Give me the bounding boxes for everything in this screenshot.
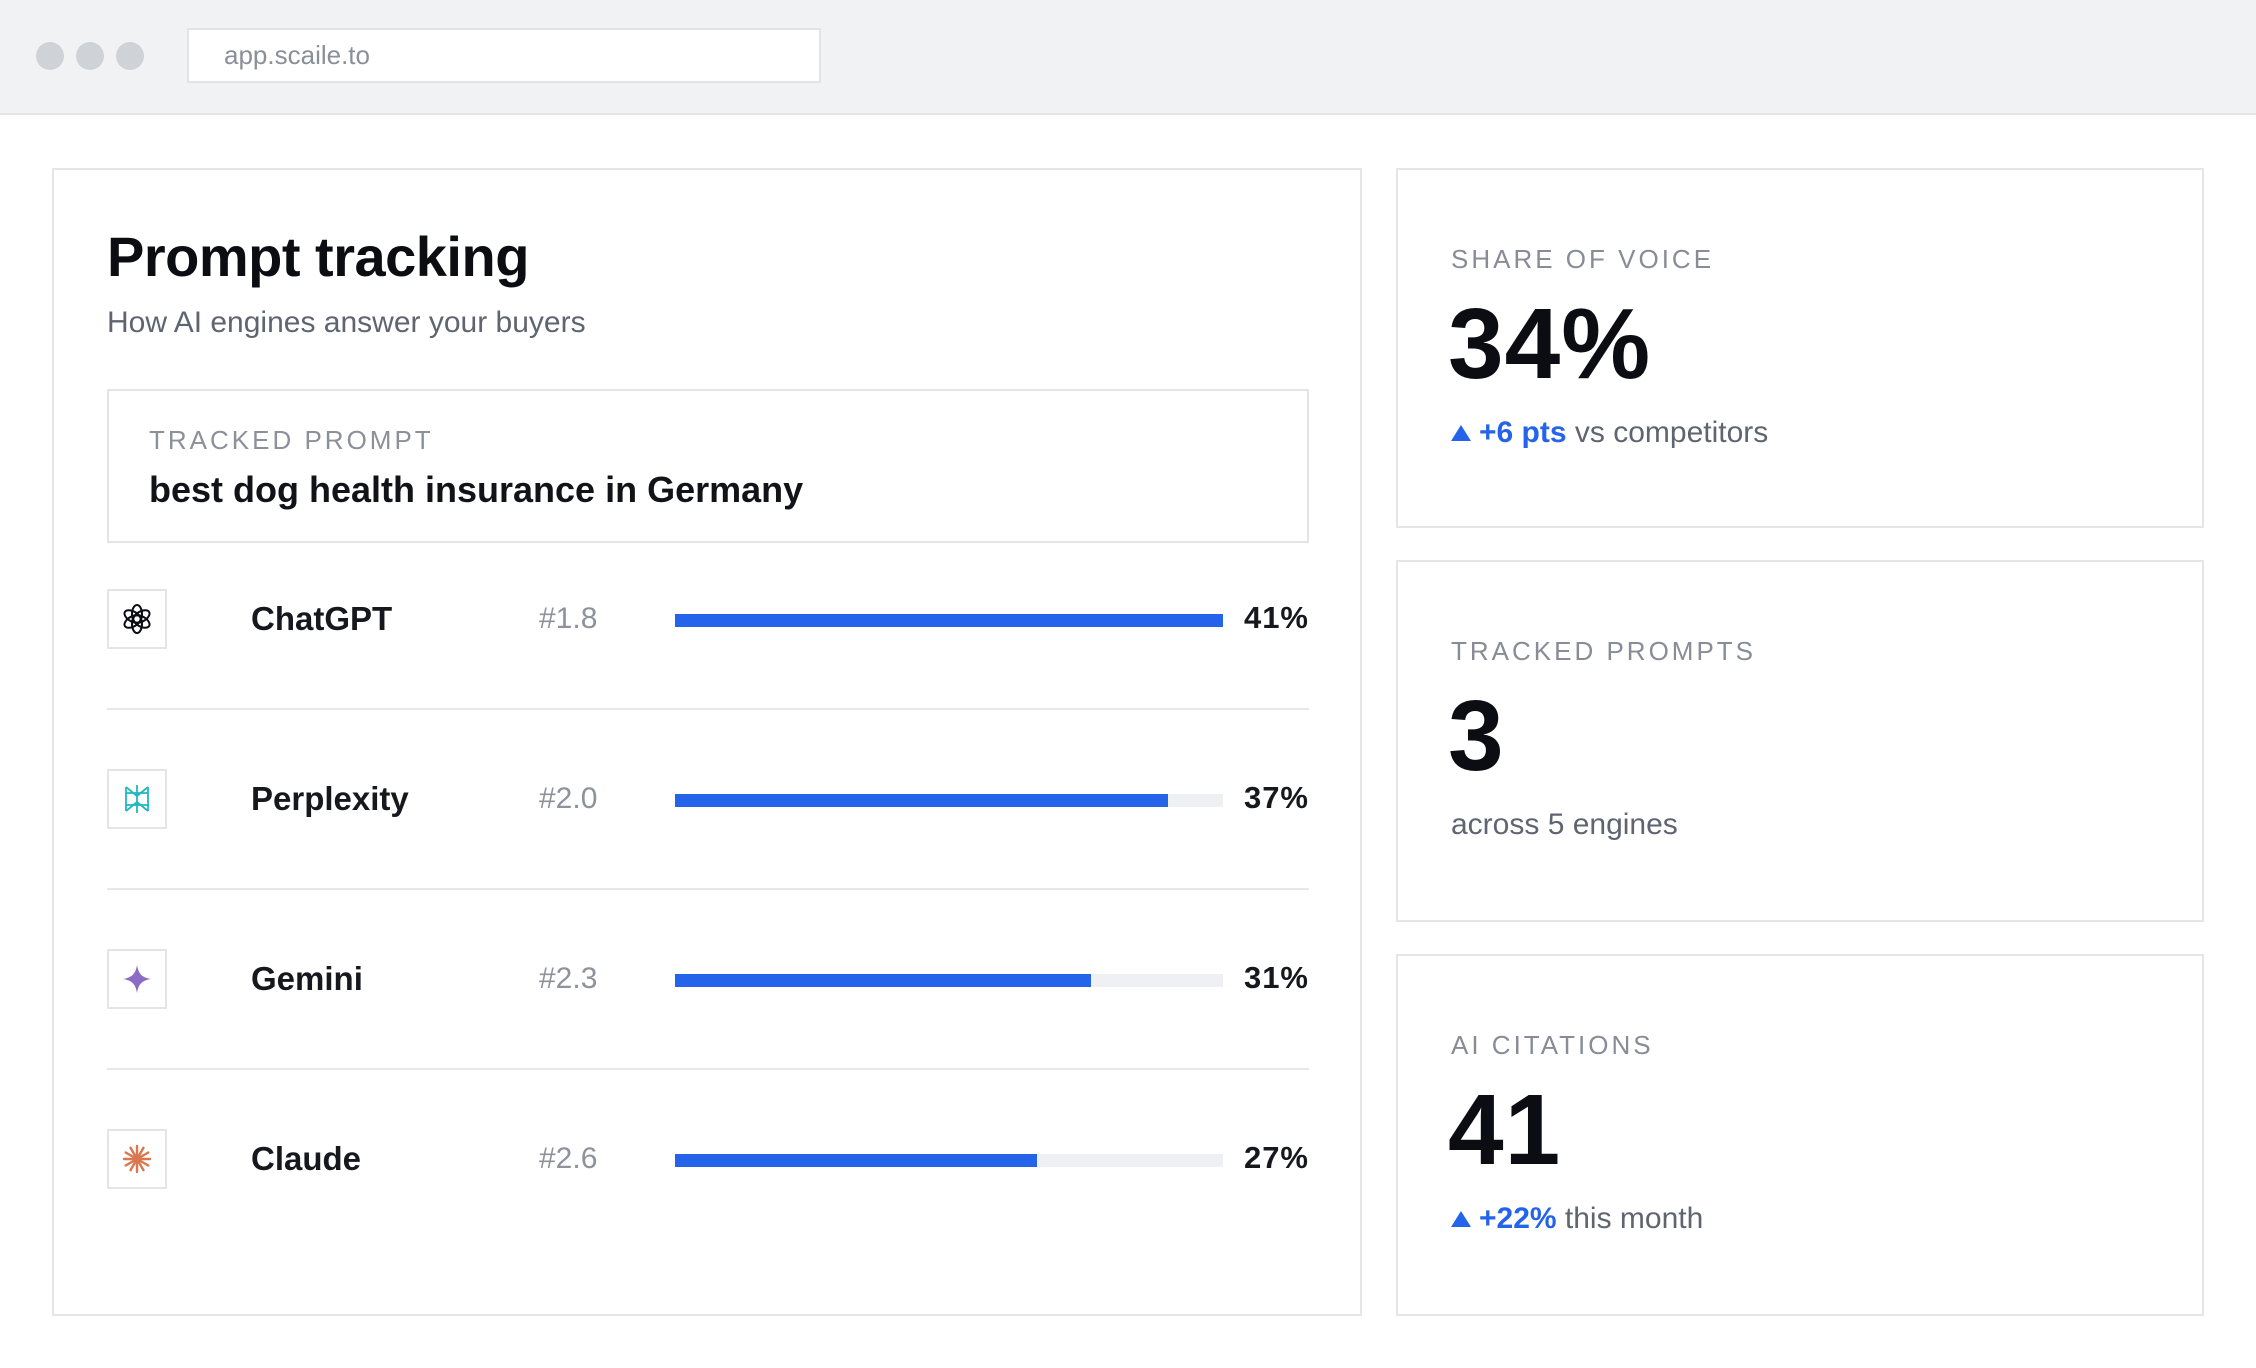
engine-rank: #2.3	[539, 962, 598, 995]
stat-label: TRACKED PROMPTS	[1451, 636, 1757, 666]
stat-label: AI CITATIONS	[1451, 1030, 1654, 1060]
tracked-prompt-text: best dog health insurance in Germany	[149, 469, 804, 510]
gemini-icon	[107, 949, 167, 1009]
engine-rank: #2.0	[539, 782, 598, 815]
share-bar-track	[675, 794, 1223, 807]
engine-share-percent: 27%	[1243, 1140, 1309, 1175]
tracked-prompt-label: TRACKED PROMPT	[149, 425, 434, 455]
address-bar[interactable]: app.scaile.to	[187, 28, 821, 83]
engine-rank: #2.6	[539, 1142, 598, 1175]
stat-delta: +6 pts	[1479, 416, 1567, 449]
stat-footnote: +6 pts vs competitors	[1451, 416, 1768, 450]
engine-row-perplexity[interactable]: Perplexity #2.0 37%	[107, 710, 1309, 890]
chatgpt-icon	[107, 589, 167, 649]
engine-rank: #1.8	[539, 602, 598, 635]
stat-value: 41	[1448, 1074, 1562, 1186]
row-divider	[107, 888, 1309, 890]
page-title: Prompt tracking	[107, 225, 529, 288]
share-bar-fill	[675, 614, 1223, 627]
engine-row-chatgpt[interactable]: ChatGPT #1.8 41%	[107, 530, 1309, 710]
window-maximize-dot[interactable]	[116, 42, 144, 70]
engine-name: Gemini	[251, 960, 363, 997]
perplexity-icon	[107, 769, 167, 829]
ai-citations-card[interactable]: AI CITATIONS 41 +22% this month	[1396, 954, 2204, 1316]
stat-delta: +22%	[1479, 1202, 1557, 1235]
stat-delta-suffix: vs competitors	[1566, 416, 1769, 449]
tracked-prompt-box[interactable]: TRACKED PROMPT best dog health insurance…	[107, 389, 1309, 543]
engine-name: ChatGPT	[251, 600, 393, 637]
share-bar-track	[675, 974, 1223, 987]
prompt-tracking-card: Prompt tracking How AI engines answer yo…	[52, 168, 1362, 1316]
trend-up-icon	[1451, 1211, 1471, 1227]
share-bar-track	[675, 614, 1223, 627]
engine-name: Perplexity	[251, 780, 409, 817]
share-bar-fill	[675, 794, 1169, 807]
window-minimize-dot[interactable]	[76, 42, 104, 70]
stat-value: 34%	[1448, 288, 1652, 400]
engine-share-percent: 31%	[1243, 960, 1309, 995]
claude-icon	[107, 1129, 167, 1189]
share-bar-fill	[675, 1154, 1037, 1167]
row-divider	[107, 708, 1309, 710]
row-divider	[107, 1068, 1309, 1070]
engine-row-claude[interactable]: Claude #2.6 27%	[107, 1070, 1309, 1250]
engine-row-gemini[interactable]: Gemini #2.3 31%	[107, 890, 1309, 1070]
stat-footnote: across 5 engines	[1451, 808, 1678, 841]
engine-share-percent: 37%	[1243, 780, 1309, 815]
tracked-prompts-card[interactable]: TRACKED PROMPTS 3 across 5 engines	[1396, 560, 2204, 922]
stat-delta-suffix: this month	[1556, 1202, 1704, 1235]
browser-chrome: app.scaile.to	[0, 0, 2256, 115]
page-subtitle: How AI engines answer your buyers	[107, 306, 586, 339]
stat-footnote: +22% this month	[1451, 1202, 1703, 1236]
window-close-dot[interactable]	[36, 42, 64, 70]
share-bar-fill	[675, 974, 1092, 987]
share-bar-track	[675, 1154, 1223, 1167]
stat-label: SHARE OF VOICE	[1451, 244, 1715, 274]
trend-up-icon	[1451, 425, 1471, 441]
engine-share-percent: 41%	[1243, 600, 1309, 635]
engine-name: Claude	[251, 1140, 362, 1177]
stat-value: 3	[1448, 680, 1505, 792]
share-of-voice-card[interactable]: SHARE OF VOICE 34% +6 pts vs competitors	[1396, 168, 2204, 528]
